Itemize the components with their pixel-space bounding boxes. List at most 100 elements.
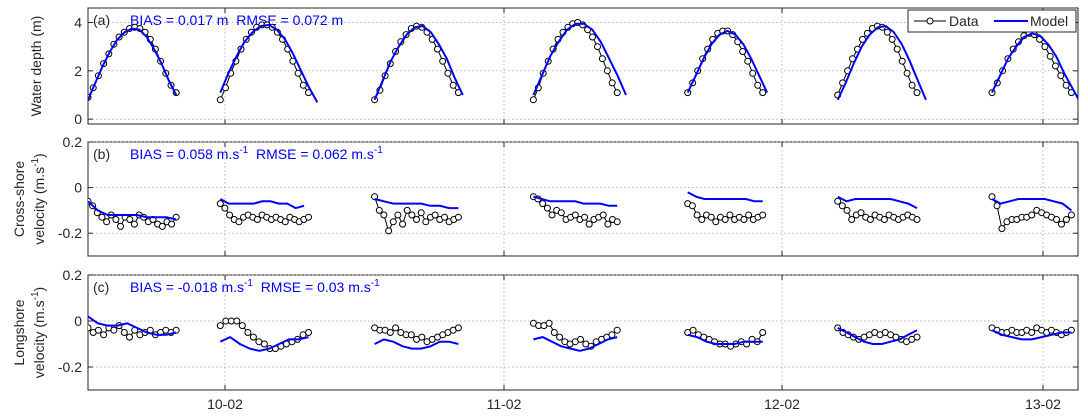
data-point bbox=[454, 213, 462, 221]
y-axis-label-close: ) bbox=[31, 287, 47, 292]
data-point bbox=[888, 35, 896, 43]
data-point bbox=[539, 200, 547, 208]
data-point bbox=[1053, 216, 1060, 223]
panel-label: (c) bbox=[93, 279, 109, 295]
y-tick-label: 0.2 bbox=[63, 134, 83, 150]
data-point bbox=[385, 227, 393, 235]
data-point bbox=[903, 69, 911, 77]
model-line-2 bbox=[219, 198, 305, 210]
data-point bbox=[529, 96, 537, 104]
legend-model-label: Model bbox=[1030, 13, 1068, 29]
data-point bbox=[126, 216, 134, 223]
data-point bbox=[375, 206, 383, 214]
data-point bbox=[221, 204, 229, 212]
data-point bbox=[260, 340, 268, 348]
data-point bbox=[577, 335, 584, 343]
data-point bbox=[613, 326, 621, 334]
x-tick-label: 10-02 bbox=[207, 396, 243, 412]
series-layer bbox=[88, 19, 1078, 104]
data-point bbox=[413, 216, 420, 223]
x-tick-label: 12-02 bbox=[764, 396, 800, 412]
data-point bbox=[548, 211, 556, 219]
data-point bbox=[834, 197, 842, 205]
rmse-text: RMSE = 0.03 m.s bbox=[261, 279, 371, 295]
data-point bbox=[594, 43, 601, 51]
data-point bbox=[599, 211, 607, 219]
data-point bbox=[1028, 211, 1036, 219]
data-point bbox=[1041, 43, 1049, 51]
stats-annotation: BIAS = 0.017 m RMSE = 0.072 m bbox=[130, 12, 343, 28]
data-point bbox=[126, 333, 133, 341]
data-point bbox=[1028, 329, 1036, 336]
panel-label: (b) bbox=[93, 146, 110, 162]
data-point bbox=[120, 329, 128, 336]
data-point bbox=[1058, 220, 1065, 228]
data-point bbox=[843, 206, 851, 214]
data-point bbox=[244, 329, 252, 336]
model-line-2 bbox=[219, 335, 309, 352]
y-tick-label: 0 bbox=[74, 180, 82, 196]
y-axis-label-line2: velocity (m.s-1) bbox=[30, 153, 47, 244]
data-point bbox=[603, 67, 611, 75]
data-point bbox=[698, 216, 706, 223]
data-point bbox=[898, 57, 906, 65]
data-point bbox=[431, 211, 439, 219]
data-point bbox=[100, 331, 108, 339]
model-line-1 bbox=[88, 315, 177, 336]
data-point bbox=[707, 213, 715, 221]
data-point bbox=[117, 222, 124, 230]
model-line-3 bbox=[374, 338, 459, 350]
data-point bbox=[112, 216, 120, 223]
data-point bbox=[1046, 52, 1054, 60]
y-tick-label: -0.2 bbox=[58, 225, 82, 241]
data-point bbox=[441, 213, 448, 221]
rmse-text: RMSE = 0.072 m bbox=[236, 12, 343, 28]
data-point bbox=[848, 216, 856, 223]
data-point bbox=[392, 324, 400, 332]
panel-c: -0.2 0 0.2 10-02 11-02 12-02 13-02 Longshore vel… bbox=[11, 267, 1079, 412]
data-point bbox=[444, 69, 452, 77]
y-axis-label-exp: -1 bbox=[30, 158, 41, 167]
data-point bbox=[399, 220, 407, 228]
data-point bbox=[439, 57, 447, 65]
model-line-7 bbox=[991, 198, 1073, 212]
y-axis-label-text: velocity (m.s bbox=[31, 300, 47, 378]
data-point bbox=[838, 202, 846, 210]
y-tick-label: 0 bbox=[74, 111, 82, 127]
data-point bbox=[216, 96, 224, 104]
data-point bbox=[880, 216, 888, 223]
series-layer bbox=[88, 315, 1075, 353]
data-point bbox=[408, 211, 416, 219]
data-point bbox=[305, 329, 312, 336]
data-point bbox=[403, 206, 411, 214]
data-point bbox=[294, 69, 302, 77]
stats-annotation: BIAS = -0.018 m.s-1 RMSE = 0.03 m.s-1 bbox=[130, 278, 380, 295]
bias-exp: -1 bbox=[239, 145, 248, 156]
y-axis-label-line1: Cross-shore bbox=[11, 161, 27, 237]
data-point bbox=[238, 322, 246, 330]
y-tick-label: 0.2 bbox=[63, 267, 83, 283]
data-point bbox=[589, 33, 596, 41]
data-point bbox=[1057, 72, 1065, 80]
gap bbox=[248, 146, 256, 162]
data-point bbox=[281, 218, 289, 226]
data-point bbox=[407, 331, 415, 339]
data-point bbox=[988, 193, 996, 201]
data-point bbox=[249, 333, 257, 341]
data-point bbox=[380, 211, 388, 219]
gap bbox=[253, 279, 261, 295]
data-point bbox=[913, 333, 921, 341]
data-point bbox=[581, 213, 589, 221]
data-point bbox=[913, 216, 921, 223]
data-point bbox=[883, 28, 891, 36]
data-point bbox=[693, 211, 701, 219]
legend-box bbox=[907, 9, 1077, 33]
model-line-6 bbox=[836, 25, 927, 101]
data-point bbox=[110, 326, 118, 334]
data-point bbox=[253, 216, 261, 223]
model-line-6 bbox=[837, 195, 918, 209]
y-axis-label-close: ) bbox=[31, 153, 47, 158]
data-point bbox=[158, 222, 166, 230]
